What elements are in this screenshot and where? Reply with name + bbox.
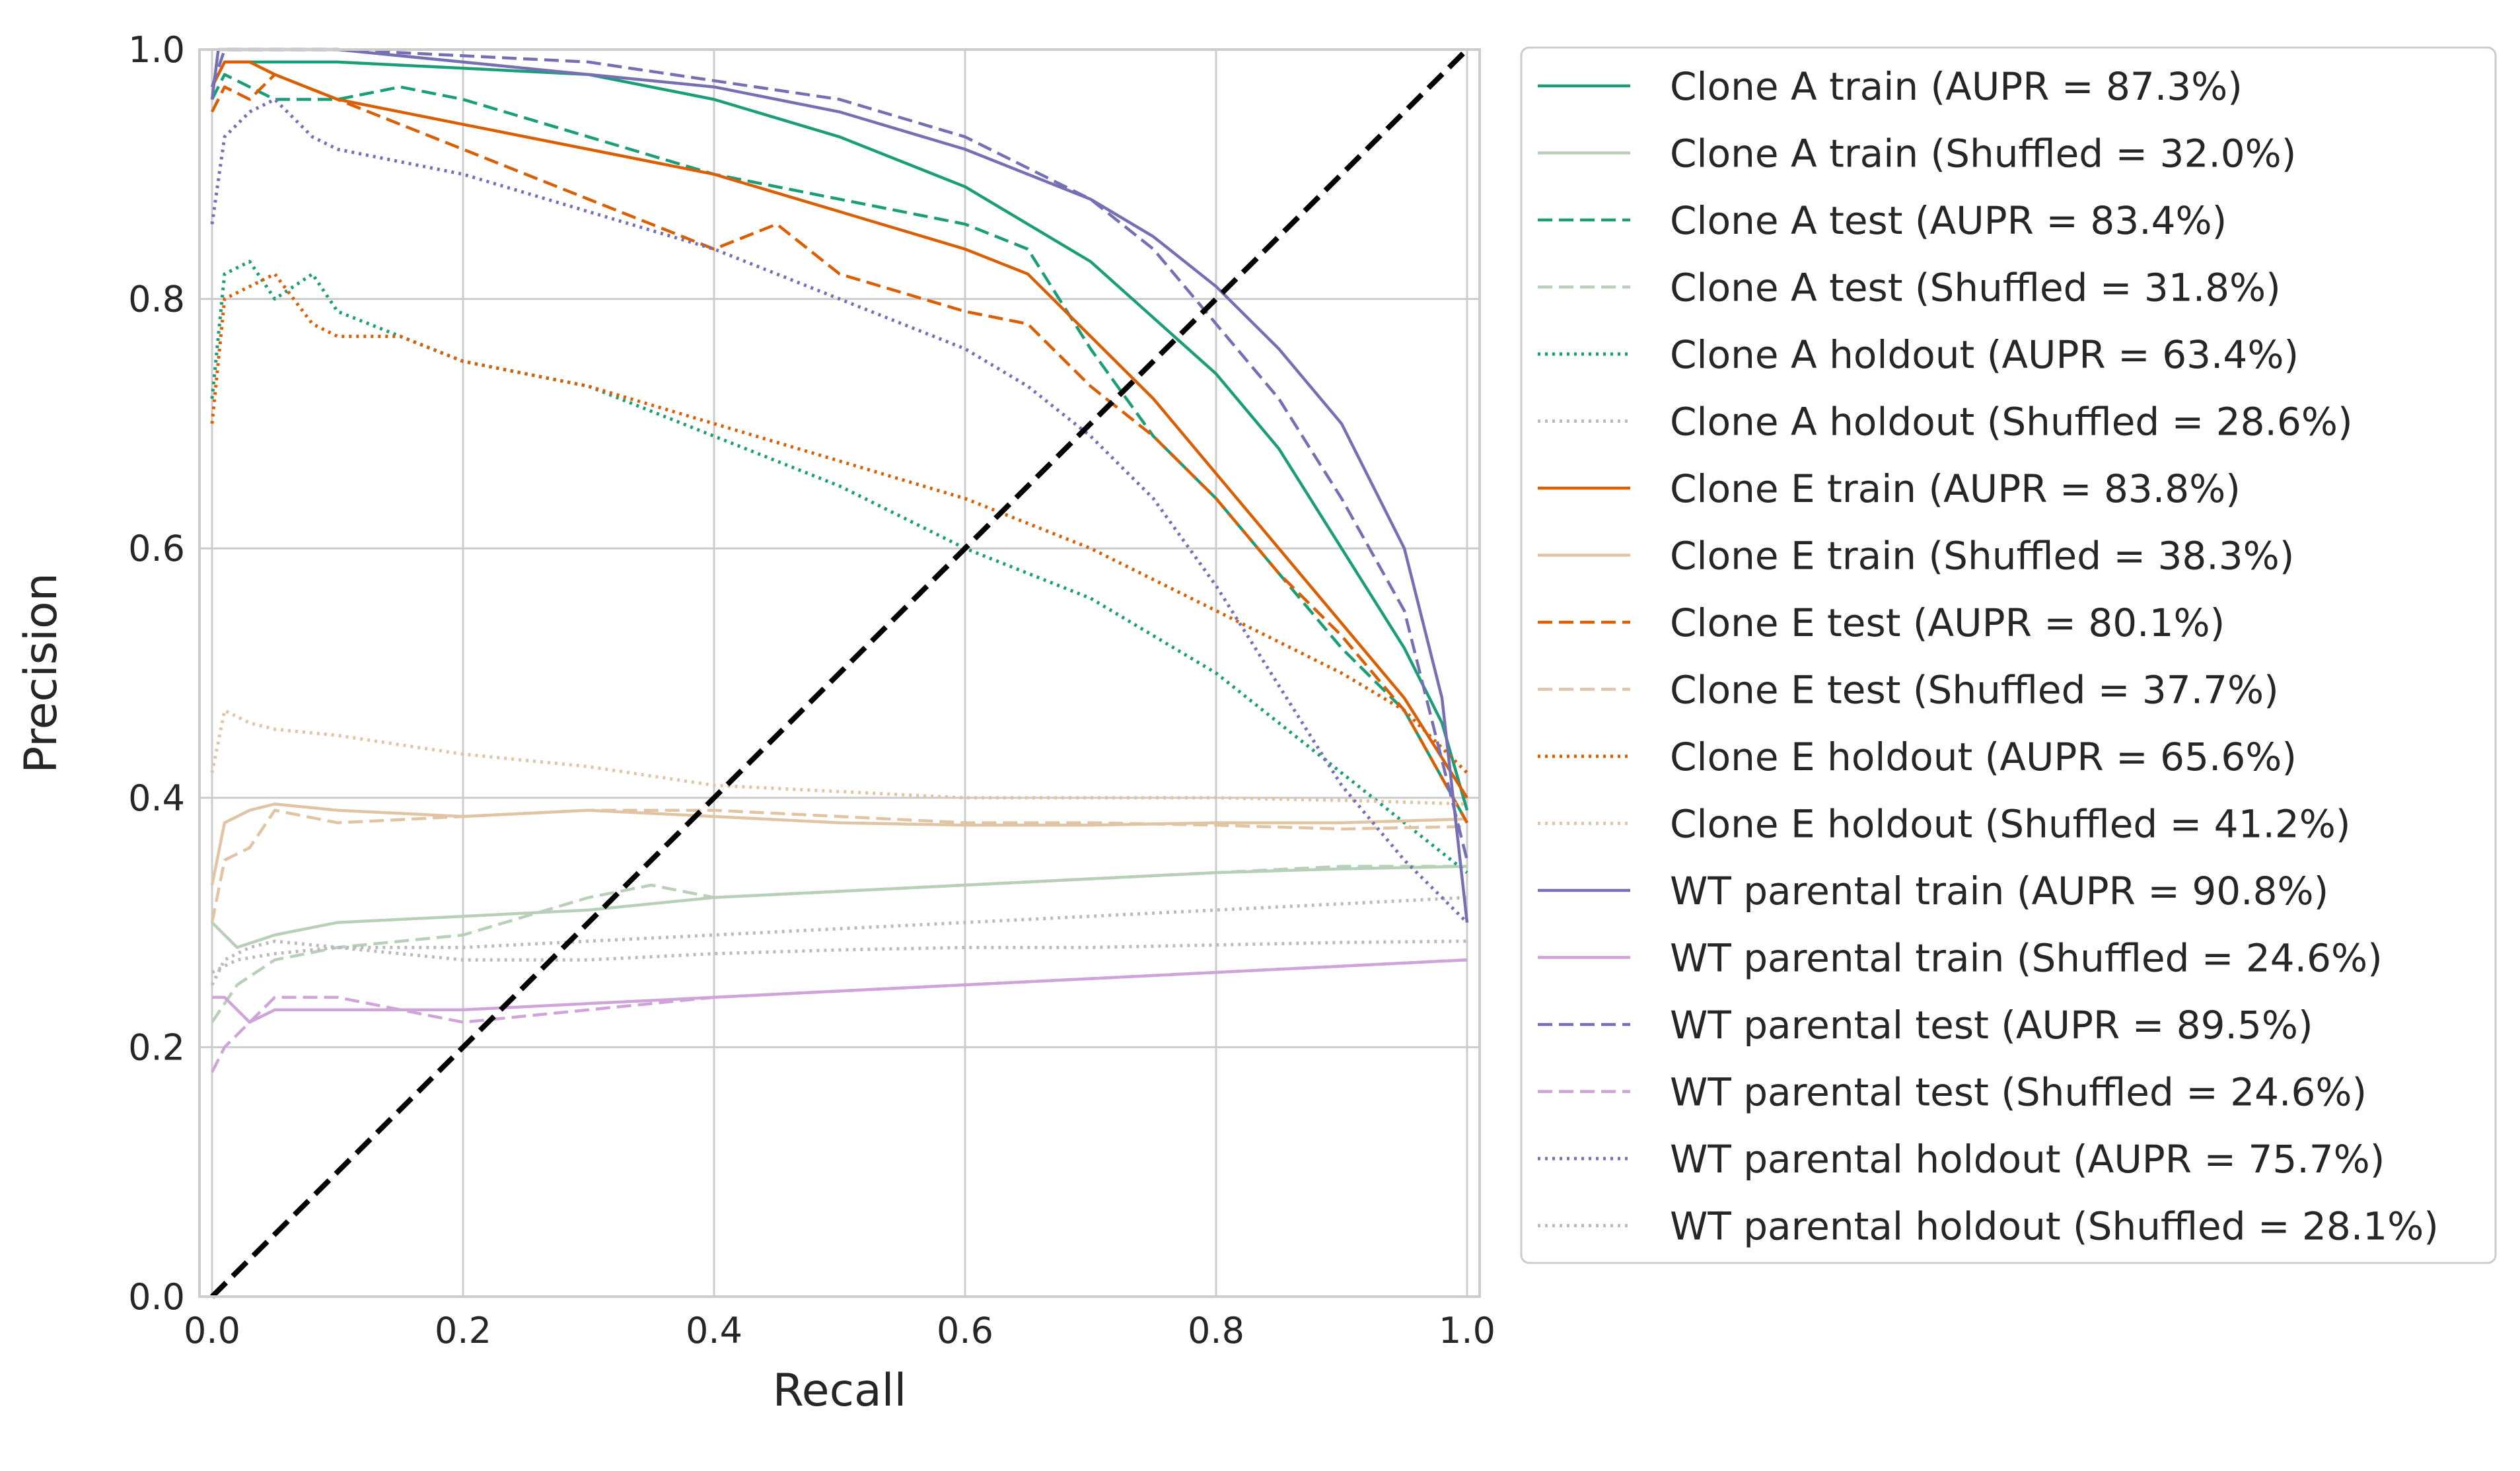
legend: Clone A train (AUPR = 87.3%) Clone A trai… [1520,46,2497,1264]
series-line-14 [210,48,1469,861]
series-line-3 [211,865,1467,1023]
series-line-2 [210,73,1468,824]
series-line-8 [210,73,1468,824]
y-tick-label-3: 0.6 [128,528,185,569]
series-line-4 [210,260,1468,875]
y-tick-label-5: 1.0 [128,29,185,71]
legend-item-1: Clone A train (Shuffled = 32.0%) [1538,131,2296,176]
legend-label-7: Clone E train (Shuffled = 38.3%) [1670,534,2294,579]
series-line-0 [210,60,1469,811]
legend-label-6: Clone E train (AUPR = 83.8%) [1670,466,2241,511]
y-tick-label-4: 0.8 [128,279,185,320]
legend-item-11: Clone E holdout (Shuffled = 41.2%) [1538,802,2351,847]
legend-label-1: Clone A train (Shuffled = 32.0%) [1670,131,2296,176]
legend-item-16: WT parental holdout (AUPR = 75.7%) [1538,1137,2385,1182]
x-tick-label-4: 0.8 [1188,1310,1244,1351]
y-tick-label-0: 0.0 [128,1276,185,1318]
legend-label-16: WT parental holdout (AUPR = 75.7%) [1670,1137,2385,1182]
x-axis-title: Recall [773,1365,907,1417]
series-line-17 [210,939,1468,986]
series-line-10 [210,272,1468,774]
legend-label-13: WT parental train (Shuffled = 24.6%) [1670,936,2383,981]
series-line-6 [210,60,1468,799]
legend-item-10: Clone E holdout (AUPR = 65.6%) [1538,735,2297,779]
legend-item-14: WT parental test (AUPR = 89.5%) [1538,1003,2313,1048]
series-line-7 [210,802,1468,886]
y-tick-label-2: 0.4 [128,777,185,819]
legend-item-13: WT parental train (Shuffled = 24.6%) [1538,936,2383,981]
legend-item-3: Clone A test (Shuffled = 31.8%) [1538,266,2281,310]
legend-label-17: WT parental holdout (Shuffled = 28.1%) [1670,1204,2439,1249]
legend-label-12: WT parental train (AUPR = 90.8%) [1670,869,2328,914]
legend-item-2: Clone A test (AUPR = 83.4%) [1538,198,2227,243]
x-tick-label-3: 0.6 [937,1310,993,1351]
legend-items: Clone A train (AUPR = 87.3%) Clone A trai… [1538,64,2439,1249]
legend-label-14: WT parental test (AUPR = 89.5%) [1670,1003,2313,1048]
legend-label-3: Clone A test (Shuffled = 31.8%) [1670,266,2281,310]
diagonal-reference-line [210,48,1469,1299]
legend-item-4: Clone A holdout (AUPR = 63.4%) [1538,332,2299,377]
tick-labels: 0.0 0.2 0.4 0.6 0.8 1.0 0.0 0.2 0.4 0.6 0.8 1.0 [128,29,1495,1351]
legend-item-9: Clone E test (Shuffled = 37.7%) [1538,668,2279,713]
legend-item-0: Clone A train (AUPR = 87.3%) [1538,64,2243,109]
x-tick-label-5: 1.0 [1439,1310,1495,1351]
legend-label-11: Clone E holdout (Shuffled = 41.2%) [1670,802,2351,847]
legend-item-12: WT parental train (AUPR = 90.8%) [1538,869,2328,914]
series-line-5 [211,896,1468,974]
series-line-16 [210,98,1468,924]
legend-item-6: Clone E train (AUPR = 83.8%) [1538,466,2241,511]
legend-item-17: WT parental holdout (Shuffled = 28.1%) [1538,1204,2439,1249]
series-line-11 [210,709,1468,806]
legend-item-8: Clone E test (AUPR = 80.1%) [1538,600,2225,645]
plot-frame [198,48,1481,1298]
plot-area: 0.0 0.2 0.4 0.6 0.8 1.0 0.0 0.2 0.4 0.6 0.8 1.0 Rec… [15,29,1495,1417]
legend-box [1520,46,2497,1264]
series-line-9 [210,808,1468,923]
legend-label-5: Clone A holdout (Shuffled = 28.6%) [1670,400,2353,445]
legend-label-15: WT parental test (Shuffled = 24.6%) [1670,1070,2367,1115]
legend-item-7: Clone E train (Shuffled = 38.3%) [1538,534,2294,579]
y-tick-label-1: 0.2 [128,1026,185,1068]
legend-label-10: Clone E holdout (AUPR = 65.6%) [1670,735,2297,779]
legend-item-15: WT parental test (Shuffled = 24.6%) [1538,1070,2367,1115]
legend-label-4: Clone A holdout (AUPR = 63.4%) [1670,332,2299,377]
x-tick-label-0: 0.0 [184,1310,240,1351]
y-axis-title: Precision [15,573,67,773]
legend-label-2: Clone A test (AUPR = 83.4%) [1670,198,2227,243]
x-tick-label-1: 0.2 [435,1310,491,1351]
legend-label-9: Clone E test (Shuffled = 37.7%) [1670,668,2279,713]
legend-item-5: Clone A holdout (Shuffled = 28.6%) [1538,400,2353,445]
legend-label-8: Clone E test (AUPR = 80.1%) [1670,600,2225,645]
series-line-15 [210,958,1468,1073]
x-tick-label-2: 0.4 [686,1310,742,1351]
legend-label-0: Clone A train (AUPR = 87.3%) [1670,64,2243,109]
